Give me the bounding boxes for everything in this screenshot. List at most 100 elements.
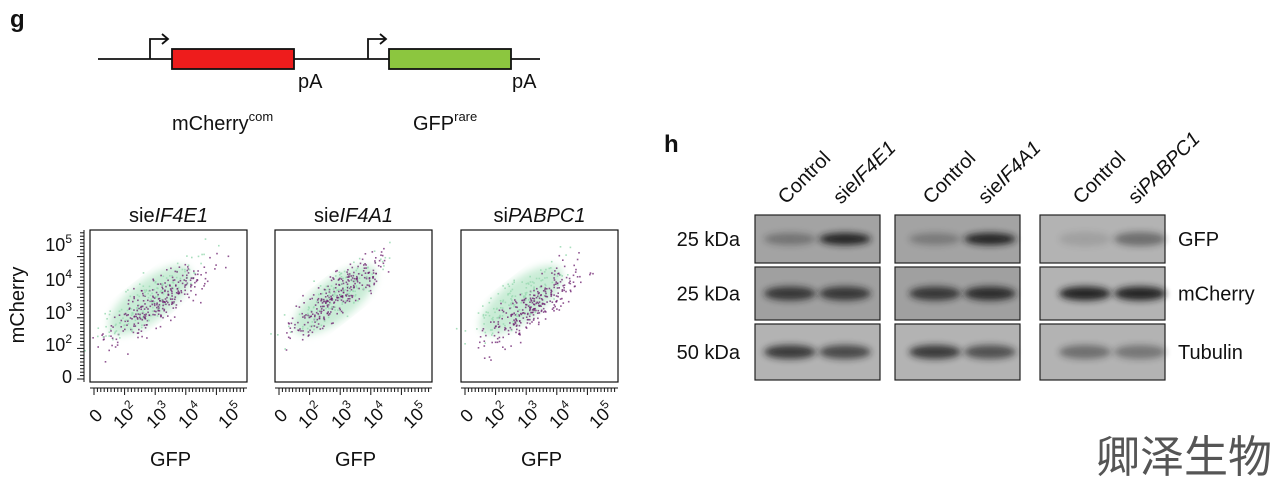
cell-dot bbox=[127, 314, 129, 316]
cell-dot bbox=[364, 253, 367, 255]
cell-dot bbox=[510, 328, 513, 331]
cell-dot bbox=[152, 295, 154, 298]
cell-dot bbox=[161, 307, 164, 310]
cell-dot bbox=[357, 265, 359, 268]
cell-dot bbox=[323, 325, 325, 327]
cell-dot bbox=[482, 313, 485, 316]
cell-dot bbox=[338, 298, 341, 300]
cell-dot bbox=[141, 324, 143, 326]
cell-dot bbox=[332, 288, 335, 291]
tick-label: 103 bbox=[140, 397, 175, 432]
cell-dot bbox=[143, 308, 146, 310]
cell-dot bbox=[334, 309, 336, 311]
cell-dot bbox=[144, 294, 147, 297]
cell-dot bbox=[507, 294, 509, 296]
x-axis bbox=[461, 387, 618, 395]
cell-dot bbox=[304, 317, 306, 319]
cell-dot bbox=[375, 272, 377, 275]
cell-dot bbox=[510, 307, 512, 309]
cell-dot bbox=[504, 287, 506, 290]
polya-label: pA bbox=[512, 71, 537, 93]
cell-dot bbox=[127, 319, 129, 322]
cell-dot bbox=[529, 275, 531, 278]
cell-dot bbox=[137, 304, 139, 307]
cell-dot bbox=[289, 327, 292, 329]
cell-dot bbox=[384, 256, 387, 259]
cell-dot bbox=[502, 310, 505, 313]
cell-dot bbox=[559, 281, 562, 283]
cell-dot bbox=[510, 303, 512, 306]
band bbox=[1059, 345, 1111, 359]
gene-name: mCherry bbox=[172, 113, 249, 135]
watermark: 卿泽生物 bbox=[1096, 432, 1272, 483]
cell-dot bbox=[527, 312, 529, 315]
cell-dot bbox=[494, 341, 497, 344]
cell-dot bbox=[124, 312, 127, 315]
tick-label: 105 bbox=[397, 397, 432, 432]
cell-dot bbox=[170, 267, 172, 270]
cell-dot bbox=[507, 293, 509, 295]
cell-dot bbox=[178, 292, 181, 295]
cell-dot bbox=[357, 300, 359, 302]
cell-dot bbox=[105, 325, 107, 328]
cell-dot bbox=[356, 275, 358, 278]
cell-dot bbox=[502, 285, 504, 287]
cell-dot bbox=[526, 318, 529, 321]
cell-dot bbox=[186, 293, 189, 295]
cell-dot bbox=[297, 329, 299, 331]
cell-dot bbox=[537, 292, 540, 295]
cell-dot bbox=[514, 299, 516, 301]
tick-label: 104 bbox=[45, 267, 72, 290]
cell-dot bbox=[149, 305, 152, 308]
cell-dot bbox=[368, 277, 371, 280]
cell-dot bbox=[158, 297, 161, 300]
cell-dot bbox=[173, 301, 175, 303]
cell-dot bbox=[173, 279, 176, 281]
cell-dot bbox=[524, 299, 527, 302]
cell-dot bbox=[524, 293, 527, 296]
title-italic: PABPC1 bbox=[508, 205, 585, 227]
cell-dot bbox=[290, 322, 293, 325]
cell-dot bbox=[320, 308, 323, 310]
cell-dot bbox=[108, 331, 111, 333]
panel-label: g bbox=[10, 6, 25, 33]
cell-dot bbox=[131, 330, 133, 333]
cell-dot bbox=[521, 281, 523, 283]
cell-dot bbox=[339, 277, 341, 280]
cell-dot bbox=[302, 316, 304, 318]
cell-dot bbox=[172, 307, 175, 309]
cell-dot bbox=[215, 264, 217, 266]
cell-dot bbox=[129, 317, 132, 319]
cell-dot bbox=[97, 327, 100, 329]
gene-label: GFPrare bbox=[413, 109, 477, 135]
cell-dot bbox=[158, 303, 161, 306]
cell-dot bbox=[341, 303, 344, 305]
cell-dot bbox=[129, 295, 132, 298]
cell-dot bbox=[169, 284, 171, 286]
cell-dot bbox=[105, 335, 107, 337]
cell-dot bbox=[190, 284, 192, 286]
cell-dot bbox=[288, 325, 290, 328]
cell-dot bbox=[327, 311, 329, 313]
cell-dot bbox=[539, 304, 541, 307]
cell-dot bbox=[126, 324, 128, 326]
cell-dot bbox=[97, 335, 99, 338]
cell-dot bbox=[140, 289, 143, 292]
cell-dot bbox=[532, 314, 535, 316]
cell-dot bbox=[341, 301, 344, 304]
cell-dot bbox=[127, 353, 129, 355]
cell-dot bbox=[346, 299, 349, 302]
cell-dot bbox=[510, 345, 512, 347]
cell-dot bbox=[570, 290, 572, 293]
cell-dot bbox=[592, 272, 594, 275]
cell-dot bbox=[136, 309, 138, 312]
cell-dot bbox=[310, 325, 313, 328]
cell-dot bbox=[167, 294, 169, 296]
cell-dot bbox=[171, 292, 173, 295]
cell-dot bbox=[327, 285, 329, 288]
cell-dot bbox=[185, 277, 188, 279]
cell-dot bbox=[148, 314, 151, 317]
cell-dot bbox=[194, 272, 196, 275]
cell-dot bbox=[155, 291, 158, 294]
cell-dot bbox=[116, 344, 119, 346]
